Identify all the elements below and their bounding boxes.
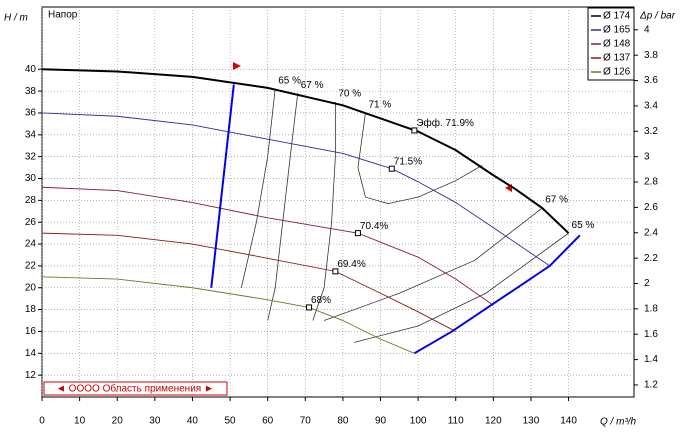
y-tick-label: 18	[25, 304, 37, 315]
head-curve	[41, 186, 494, 306]
y2-tick-label: 2.2	[644, 253, 658, 264]
efficiency-label: 67 %	[545, 195, 568, 206]
y-tick-label: 34	[25, 129, 37, 140]
y2-tick-label: 2.8	[644, 177, 658, 188]
y-tick-label: 26	[25, 217, 37, 228]
y-tick-label: 36	[25, 108, 37, 119]
x-tick-label: 110	[448, 416, 464, 427]
y-tick-label: 16	[25, 326, 37, 337]
y-tick-label: 28	[25, 195, 37, 206]
y-tick-label: 32	[25, 151, 37, 162]
efficiency-line	[357, 112, 483, 205]
x-tick-label: 10	[74, 416, 86, 427]
y2-tick-label: 3.4	[644, 101, 658, 112]
marker	[411, 127, 418, 134]
y2-tick-label: 2.6	[644, 202, 658, 213]
legend-label: Ø 148	[603, 39, 631, 50]
marker-label: 70.4%	[360, 221, 388, 232]
chart-title: Напор	[48, 10, 78, 21]
x-axis-label: Q / m³/h	[600, 417, 637, 428]
boundary-line	[210, 84, 235, 288]
x-tick-label: 100	[410, 416, 427, 427]
legend-label: Ø 137	[603, 53, 631, 64]
efficiency-line	[354, 232, 569, 343]
y-tick-label: 14	[25, 348, 37, 359]
y2-tick-label: 1.2	[644, 380, 658, 391]
y-tick-label: 30	[25, 173, 37, 184]
y2-tick-label: 3.8	[644, 50, 658, 61]
y2-tick-label: 3	[644, 151, 650, 162]
y-tick-label: 38	[25, 86, 37, 97]
range-box	[43, 381, 228, 396]
efficiency-label: 71 %	[368, 100, 391, 111]
y2-tick-label: 3.6	[644, 75, 658, 86]
marker-label: 71.5%	[394, 156, 422, 167]
x-tick-label: 0	[39, 416, 45, 427]
efficiency-label: 65 %	[278, 76, 301, 87]
efficiency-line	[312, 102, 336, 321]
efficiency-line	[323, 207, 543, 321]
y2-tick-label: 1.8	[644, 303, 658, 314]
y2-tick-label: 2.4	[644, 227, 658, 238]
head-curve	[41, 232, 456, 332]
efficiency-label: 67 %	[301, 80, 324, 91]
x-tick-label: 50	[224, 416, 236, 427]
marker	[332, 268, 339, 275]
marker	[388, 165, 395, 172]
x-tick-label: 20	[112, 416, 124, 427]
y2-tick-label: 3.2	[644, 126, 658, 137]
y-tick-label: 12	[25, 370, 37, 381]
head-curve	[41, 276, 415, 354]
x-tick-label: 70	[300, 416, 312, 427]
x-tick-label: 90	[375, 416, 387, 427]
marker	[306, 304, 313, 311]
y2-axis-label: Δp / bar	[639, 11, 676, 22]
x-tick-label: 140	[560, 416, 577, 427]
y2-tick-label: 1.6	[644, 329, 658, 340]
marker	[354, 230, 361, 237]
y-tick-label: 22	[25, 261, 37, 272]
marker-label: 68%	[311, 295, 331, 306]
x-tick-label: 40	[187, 416, 199, 427]
y-tick-label: 40	[25, 64, 37, 75]
y-tick-label: 20	[25, 282, 37, 293]
y2-tick-label: 1.4	[644, 354, 658, 365]
y2-tick-label: 4	[644, 24, 650, 35]
boundary-line	[413, 234, 581, 355]
x-tick-label: 80	[337, 416, 349, 427]
marker-label: 69.4%	[337, 259, 365, 270]
x-tick-label: 60	[262, 416, 274, 427]
efficiency-label: 70 %	[338, 89, 361, 100]
x-tick-label: 120	[485, 416, 502, 427]
efficiency-label: 65 %	[572, 220, 595, 231]
y-axis-label: H / m	[4, 13, 28, 24]
head-curve	[41, 112, 551, 267]
head-curve	[41, 68, 570, 234]
x-tick-label: 130	[523, 416, 540, 427]
legend-label: Ø 174	[603, 11, 631, 22]
arrow	[233, 62, 241, 70]
marker-label: Эфф. 71.9%	[416, 117, 474, 129]
range-label: ◄ OOOO Область применения ►	[56, 383, 214, 395]
x-tick-label: 30	[149, 416, 161, 427]
legend-label: Ø 126	[603, 67, 631, 78]
y-tick-label: 24	[25, 239, 37, 250]
efficiency-line	[267, 93, 299, 321]
y2-tick-label: 2	[644, 278, 650, 289]
legend-label: Ø 165	[603, 25, 631, 36]
